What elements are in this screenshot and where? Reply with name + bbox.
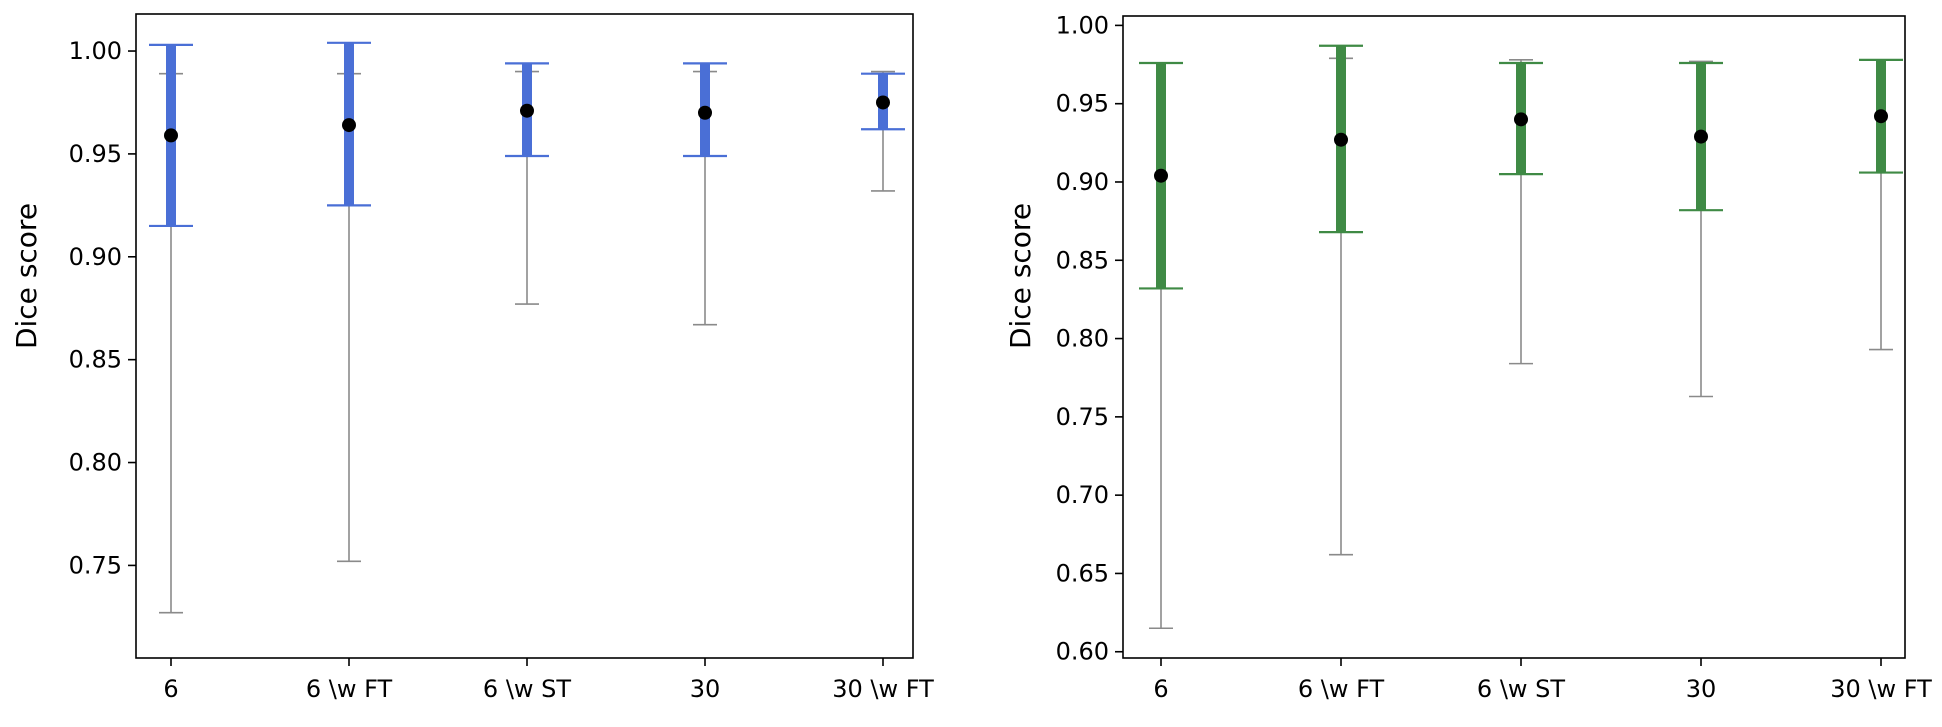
left-plot-frame: [135, 13, 914, 659]
left-y-tick-label: 0.95: [69, 140, 122, 168]
left-mean-point: [876, 95, 890, 110]
left-x-tick-label: 6 \w FT: [306, 675, 393, 703]
left-mean-point: [164, 128, 178, 143]
left-y-tick-label: 0.90: [69, 243, 122, 271]
right-y-tick-label: 0.65: [1056, 559, 1109, 587]
left-mean-point: [520, 103, 534, 118]
right-x-tick-label: 30 \w FT: [1830, 675, 1932, 703]
left-mean-point: [698, 105, 712, 120]
left-y-tick-label: 0.85: [69, 346, 122, 374]
right-x-tick-label: 6 \w FT: [1298, 675, 1385, 703]
left-x-tick-label: 30: [690, 675, 721, 703]
right-x-tick-label: 30: [1686, 675, 1717, 703]
right-mean-point: [1514, 112, 1528, 127]
right-x-tick-label: 6: [1153, 675, 1168, 703]
right-mean-point: [1874, 109, 1888, 124]
left-y-axis-title: Dice score: [10, 203, 43, 349]
left-chart-panel: Dice score 0.75 0.80 0.85 0.90 0.95 1.00 6 6 \w…: [10, 13, 934, 703]
right-plot-frame: [1122, 15, 1906, 659]
right-mean-point: [1154, 168, 1168, 183]
left-mean-point: [342, 118, 356, 133]
right-y-tick-label: 0.70: [1056, 481, 1109, 509]
left-y-tick-label: 0.80: [69, 449, 122, 477]
right-mean-point: [1334, 132, 1348, 147]
left-y-tick-label: 1.00: [69, 37, 122, 65]
right-mean-point: [1694, 129, 1708, 144]
right-y-tick-label: 0.60: [1056, 638, 1109, 666]
right-y-axis-title: Dice score: [1004, 203, 1037, 349]
right-y-tick-label: 0.90: [1056, 168, 1109, 196]
right-x-tick-label: 6 \w ST: [1477, 675, 1565, 703]
left-x-tick-label: 30 \w FT: [832, 675, 934, 703]
right-y-tick-label: 0.75: [1056, 403, 1109, 431]
left-x-tick-label: 6 \w ST: [483, 675, 571, 703]
left-y-tick-label: 0.75: [69, 551, 122, 579]
right-y-tick-label: 0.80: [1056, 325, 1109, 353]
right-y-tick-label: 1.00: [1056, 11, 1109, 39]
right-chart-panel: Dice score 0.60 0.65 0.70 0.75 0.80 0.85 0.90 0…: [1004, 11, 1932, 703]
left-x-tick-label: 6: [163, 675, 178, 703]
right-y-tick-label: 0.95: [1056, 90, 1109, 118]
right-y-tick-label: 0.85: [1056, 246, 1109, 274]
